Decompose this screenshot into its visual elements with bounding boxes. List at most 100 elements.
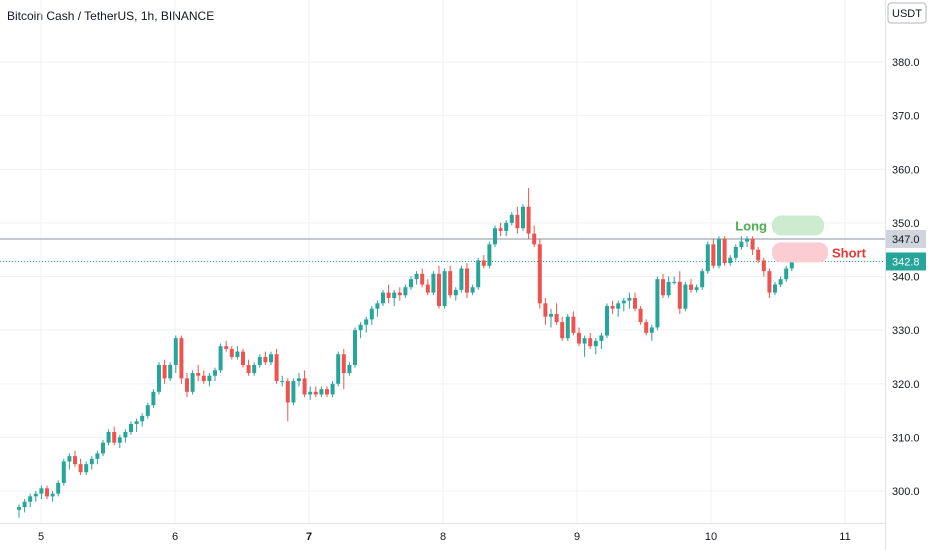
candle-body xyxy=(358,324,363,331)
candle-body xyxy=(633,297,637,309)
candle-body xyxy=(554,314,559,323)
candle-body xyxy=(330,383,335,395)
candle-body xyxy=(140,415,145,422)
y-tick-label: 300.0 xyxy=(892,486,920,498)
y-tick-label: 310.0 xyxy=(892,432,920,444)
candle-body xyxy=(257,356,262,365)
currency-badge[interactable] xyxy=(887,2,927,24)
candle-body xyxy=(689,284,693,290)
long-label: Long xyxy=(735,219,767,234)
x-tick-label: 9 xyxy=(574,531,580,543)
candles xyxy=(17,188,794,518)
candle-body xyxy=(728,257,733,264)
candle-body xyxy=(582,338,587,344)
candle-body xyxy=(425,284,430,293)
candle-body xyxy=(369,308,374,320)
candle-body xyxy=(73,456,77,465)
candle-body xyxy=(565,316,570,339)
candle-body xyxy=(711,244,716,266)
candle-body xyxy=(526,206,531,234)
candle-body xyxy=(487,244,492,266)
candle-body xyxy=(157,364,161,392)
candle-body xyxy=(532,233,537,245)
candle-body xyxy=(465,268,469,293)
candle-body xyxy=(61,461,66,483)
candle-body xyxy=(297,378,301,382)
candle-body xyxy=(39,488,44,494)
y-tick-label: 340.0 xyxy=(892,272,920,284)
candle-body xyxy=(409,279,413,288)
candle-body xyxy=(213,370,217,376)
candle-body xyxy=(694,287,699,290)
candle-body xyxy=(151,391,156,406)
candle-body xyxy=(683,284,688,309)
candle-body xyxy=(179,338,184,379)
candle-body xyxy=(274,354,279,382)
candle-body xyxy=(291,381,296,403)
candle-body xyxy=(672,281,677,283)
candle-body xyxy=(470,287,475,293)
y-tick-label: 370.0 xyxy=(892,111,920,123)
x-tick-label: 11 xyxy=(839,531,850,543)
candle-body xyxy=(722,238,727,264)
y-tick-label: 330.0 xyxy=(892,325,920,337)
candle-body xyxy=(756,249,761,261)
candle-body xyxy=(481,260,486,266)
candle-body xyxy=(420,273,425,285)
candle-body xyxy=(106,432,111,443)
candle-body xyxy=(17,507,21,510)
current-price-text: 342.8 xyxy=(892,256,920,268)
candle-body xyxy=(280,381,285,383)
candle-body xyxy=(778,279,783,285)
candle-body xyxy=(224,346,229,349)
candle-body xyxy=(28,496,33,502)
candle-body xyxy=(207,375,212,382)
candle-body xyxy=(621,300,626,304)
candle-body xyxy=(89,458,94,465)
y-tick-label: 360.0 xyxy=(892,164,920,176)
candle-body xyxy=(605,305,609,336)
candle-body xyxy=(521,206,525,229)
candle-body xyxy=(336,354,341,384)
candle-body xyxy=(173,338,178,365)
candle-body xyxy=(453,289,458,296)
candle-body xyxy=(50,493,55,497)
chart-title: Bitcoin Cash / TetherUS, 1h, BINANCE xyxy=(7,9,215,23)
level-badge-text: 347.0 xyxy=(892,234,920,246)
candle-body xyxy=(22,501,27,508)
candle-body xyxy=(101,442,105,454)
candle-body xyxy=(515,214,520,229)
trade-annotations: Long Short xyxy=(735,215,867,263)
candle-body xyxy=(549,314,553,317)
candle-body xyxy=(145,405,150,416)
candle-body xyxy=(308,391,313,395)
candle-body xyxy=(414,273,419,280)
candle-body xyxy=(112,432,117,443)
candle-body xyxy=(117,437,122,443)
candle-body xyxy=(666,281,671,296)
candle-body xyxy=(45,488,49,497)
candle-body xyxy=(588,338,593,347)
candle-body xyxy=(252,364,257,374)
candle-body xyxy=(459,268,464,290)
candle-body xyxy=(661,279,665,296)
candle-body xyxy=(185,378,189,392)
candle-body xyxy=(392,292,397,298)
candle-body xyxy=(504,222,509,231)
candle-body xyxy=(78,464,83,473)
candle-body xyxy=(347,364,352,374)
candle-body xyxy=(84,464,89,473)
candle-body xyxy=(341,354,346,374)
level-badge-347 xyxy=(886,229,926,248)
candle-body xyxy=(162,364,167,379)
candle-body xyxy=(313,391,318,395)
candle-body xyxy=(498,228,503,231)
candle-body xyxy=(649,327,654,333)
candle-body xyxy=(571,316,576,333)
candle-body xyxy=(599,335,604,341)
candle-body xyxy=(537,244,542,304)
candle-body xyxy=(493,228,497,245)
candle-body xyxy=(67,456,72,462)
candle-body xyxy=(196,373,201,376)
